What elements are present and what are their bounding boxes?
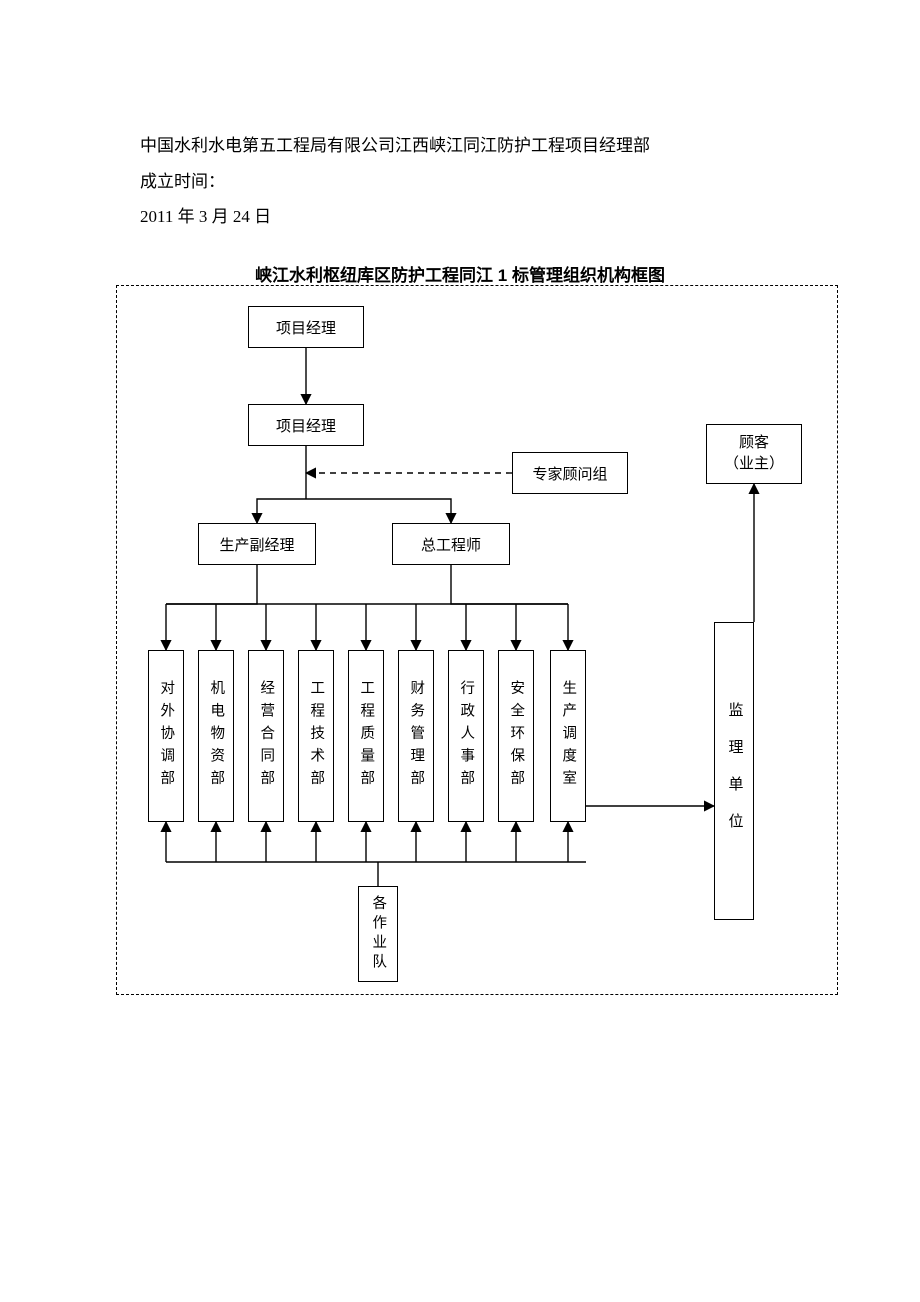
- department-label: 生产调度室: [561, 680, 576, 793]
- node-label: 各作业队: [371, 895, 386, 973]
- edge: [257, 499, 306, 523]
- department-label: 对外协调部: [159, 680, 174, 793]
- edge: [451, 565, 568, 604]
- department-label: 机电物资部: [209, 680, 224, 793]
- department-box: 行政人事部: [448, 650, 484, 822]
- department-box: 机电物资部: [198, 650, 234, 822]
- node-project-manager-top: 项目经理: [248, 306, 364, 348]
- node-customer: 顾客 （业主）: [706, 424, 802, 484]
- department-label: 行政人事部: [459, 680, 474, 793]
- department-box: 安全环保部: [498, 650, 534, 822]
- node-label: 项目经理: [276, 317, 336, 338]
- node-label: 总工程师: [421, 534, 481, 555]
- department-label: 经营合同部: [259, 680, 274, 793]
- node-deputy-manager: 生产副经理: [198, 523, 316, 565]
- node-label: 监理单位: [727, 692, 742, 850]
- node-chief-engineer: 总工程师: [392, 523, 510, 565]
- department-box: 财务管理部: [398, 650, 434, 822]
- department-box: 工程技术部: [298, 650, 334, 822]
- node-supervisor-unit: 监理单位: [714, 622, 754, 920]
- node-work-teams: 各作业队: [358, 886, 398, 982]
- node-experts-group: 专家顾问组: [512, 452, 628, 494]
- edge: [166, 565, 257, 604]
- department-label: 财务管理部: [409, 680, 424, 793]
- department-box: 经营合同部: [248, 650, 284, 822]
- node-label: 项目经理: [276, 415, 336, 436]
- department-label: 工程质量部: [359, 680, 374, 793]
- node-label: 生产副经理: [219, 534, 294, 555]
- department-box: 生产调度室: [550, 650, 586, 822]
- node-project-manager-2: 项目经理: [248, 404, 364, 446]
- edge: [306, 499, 451, 523]
- department-label: 工程技术部: [309, 680, 324, 793]
- node-label: 专家顾问组: [532, 463, 607, 484]
- node-label: 顾客: [739, 433, 769, 454]
- department-label: 安全环保部: [509, 680, 524, 793]
- page-root: 中国水利水电第五工程局有限公司江西峡江同江防护工程项目经理部 成立时间： 201…: [0, 0, 920, 1302]
- department-box: 对外协调部: [148, 650, 184, 822]
- node-sublabel: （业主）: [724, 454, 784, 475]
- department-box: 工程质量部: [348, 650, 384, 822]
